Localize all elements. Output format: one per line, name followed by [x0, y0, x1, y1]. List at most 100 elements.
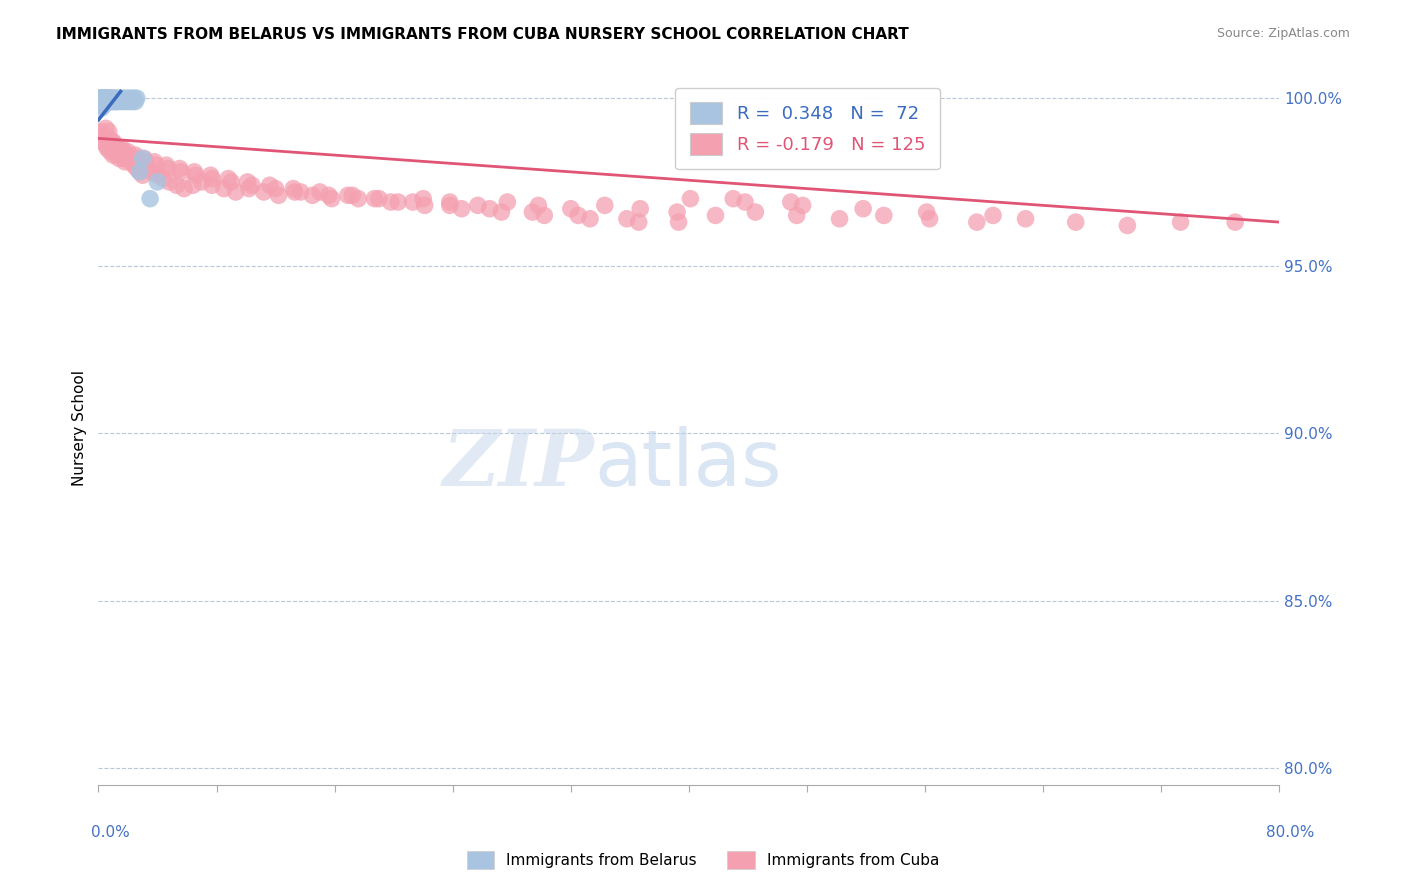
Point — [120, 91, 142, 105]
Point — [135, 154, 157, 169]
Point — [412, 192, 434, 206]
Point — [413, 198, 436, 212]
Point — [336, 188, 359, 202]
Text: atlas: atlas — [595, 425, 782, 502]
Point — [966, 215, 988, 229]
Point — [1014, 211, 1036, 226]
Point — [104, 145, 127, 159]
Point — [157, 175, 180, 189]
Point — [103, 95, 125, 109]
Point — [90, 95, 112, 109]
Point — [98, 138, 121, 153]
Point — [852, 202, 875, 216]
Point — [191, 175, 214, 189]
Point — [118, 95, 141, 109]
Point — [201, 178, 224, 193]
Point — [90, 98, 112, 112]
Point — [593, 198, 616, 212]
Point — [201, 171, 224, 186]
Point — [122, 158, 145, 172]
Point — [108, 152, 131, 166]
Point — [264, 181, 287, 195]
Point — [105, 141, 128, 155]
Point — [91, 98, 114, 112]
Point — [1116, 219, 1139, 233]
Point — [527, 198, 550, 212]
Point — [321, 192, 343, 206]
Point — [91, 91, 114, 105]
Point — [134, 152, 156, 166]
Point — [318, 188, 340, 202]
Point — [156, 161, 179, 176]
Point — [90, 91, 112, 105]
Point — [93, 91, 115, 105]
Point — [145, 158, 167, 172]
Point — [90, 91, 112, 105]
Point — [97, 95, 120, 109]
Text: 0.0%: 0.0% — [91, 825, 131, 840]
Point — [143, 154, 166, 169]
Point — [94, 91, 117, 105]
Point — [112, 152, 135, 166]
Point — [225, 185, 247, 199]
Point — [91, 91, 114, 105]
Point — [342, 188, 364, 202]
Point — [97, 135, 120, 149]
Point — [105, 95, 128, 109]
Point — [90, 91, 112, 105]
Point — [496, 194, 519, 209]
Point — [217, 171, 239, 186]
Text: IMMIGRANTS FROM BELARUS VS IMMIGRANTS FROM CUBA NURSERY SCHOOL CORRELATION CHART: IMMIGRANTS FROM BELARUS VS IMMIGRANTS FR… — [56, 27, 910, 42]
Point — [97, 125, 120, 139]
Point — [117, 91, 139, 105]
Point — [90, 91, 112, 105]
Point — [91, 128, 114, 142]
Point — [91, 91, 114, 105]
Point — [90, 125, 112, 139]
Point — [450, 202, 472, 216]
Point — [166, 178, 188, 193]
Point — [132, 168, 155, 182]
Point — [152, 171, 174, 186]
Point — [94, 95, 117, 109]
Point — [94, 121, 117, 136]
Point — [439, 194, 461, 209]
Point — [1225, 215, 1247, 229]
Point — [97, 131, 120, 145]
Y-axis label: Nursery School: Nursery School — [72, 370, 87, 486]
Point — [792, 198, 814, 212]
Point — [91, 95, 114, 109]
Point — [103, 91, 125, 105]
Point — [93, 95, 115, 109]
Point — [915, 205, 938, 219]
Point — [100, 135, 122, 149]
Point — [779, 194, 801, 209]
Point — [290, 185, 312, 199]
Point — [114, 91, 136, 105]
Point — [1170, 215, 1192, 229]
Point — [118, 148, 141, 162]
Point — [93, 91, 115, 105]
Point — [125, 161, 148, 176]
Point — [184, 168, 207, 182]
Point — [110, 145, 132, 159]
Point — [141, 165, 163, 179]
Point — [107, 148, 129, 162]
Point — [139, 192, 162, 206]
Point — [236, 175, 259, 189]
Point — [309, 185, 332, 199]
Point — [439, 198, 461, 212]
Point — [124, 95, 146, 109]
Point — [628, 202, 651, 216]
Point — [94, 138, 117, 153]
Point — [183, 165, 205, 179]
Point — [89, 91, 111, 105]
Point — [181, 178, 204, 193]
Point — [301, 188, 323, 202]
Point — [679, 192, 702, 206]
Point — [93, 98, 115, 112]
Point — [238, 181, 260, 195]
Point — [91, 91, 114, 105]
Point — [115, 148, 138, 162]
Point — [368, 192, 391, 206]
